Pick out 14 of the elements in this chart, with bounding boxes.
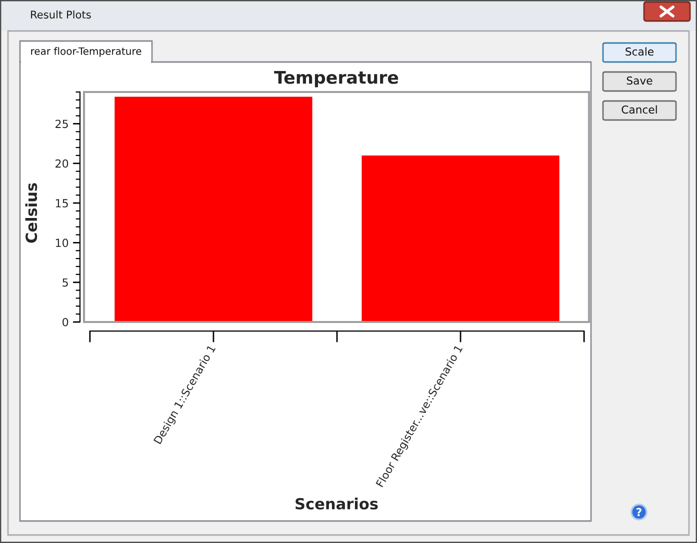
text: Scale xyxy=(626,47,654,56)
y-tick-label: 10 xyxy=(56,238,68,248)
y-axis-title: Celsius xyxy=(25,183,38,243)
text: Result Plots xyxy=(31,10,91,19)
y-tick-label: 25 xyxy=(56,120,68,128)
y-tick-label: 0 xyxy=(62,318,68,326)
text: Cancel xyxy=(622,105,657,114)
x-axis-title: Scenarios xyxy=(296,498,378,510)
text: rear floor-Temperature xyxy=(31,47,142,57)
text: Save xyxy=(626,76,652,85)
y-tick-label: 5 xyxy=(62,278,68,287)
y-tick-label: 20 xyxy=(56,159,68,168)
chart-title: Temperature xyxy=(274,71,398,88)
y-tick-label: 15 xyxy=(56,199,68,208)
